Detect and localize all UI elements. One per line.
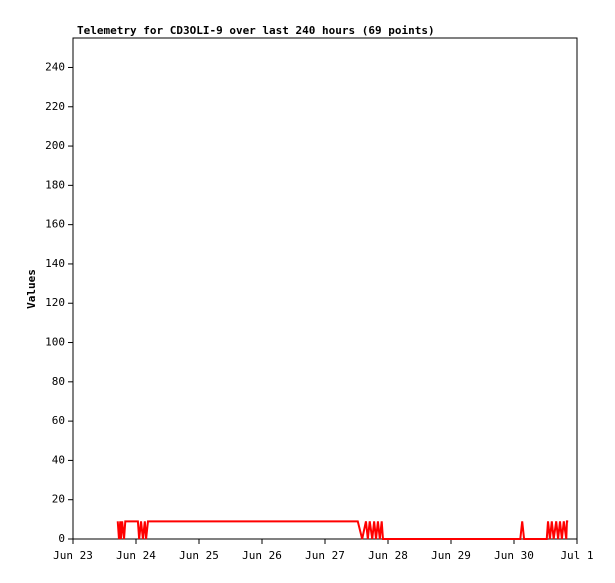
y-tick-label: 200: [45, 139, 65, 152]
y-tick-label: 100: [45, 336, 65, 349]
y-tick-label: 60: [52, 414, 65, 427]
y-tick-label: 220: [45, 100, 65, 113]
y-tick-label: 120: [45, 296, 65, 309]
y-tick-label: 20: [52, 493, 65, 506]
y-tick-label: 40: [52, 453, 65, 466]
plot-frame: [72, 37, 578, 540]
x-tick-label: Jun 25: [179, 549, 219, 562]
x-tick-label: Jun 24: [116, 549, 156, 562]
x-tick-label: Jun 29: [431, 549, 471, 562]
x-tick-label: Jun 30: [494, 549, 534, 562]
y-tick-label: 140: [45, 257, 65, 270]
x-tick-label: Jun 23: [53, 549, 93, 562]
y-axis-label: Values: [25, 269, 38, 309]
x-tick-label: Jul 1: [560, 549, 593, 562]
y-tick-label: 80: [52, 375, 65, 388]
y-tick-label: 0: [58, 532, 65, 545]
data-line: [116, 520, 569, 540]
x-tick-label: Jun 26: [242, 549, 282, 562]
x-tick-label: Jun 27: [305, 549, 345, 562]
chart-title: Telemetry for CD3OLI-9 over last 240 hou…: [77, 24, 435, 37]
x-tick-label: Jun 28: [368, 549, 408, 562]
y-tick-label: 180: [45, 178, 65, 191]
y-tick-label: 240: [45, 60, 65, 73]
y-tick-label: 160: [45, 218, 65, 231]
